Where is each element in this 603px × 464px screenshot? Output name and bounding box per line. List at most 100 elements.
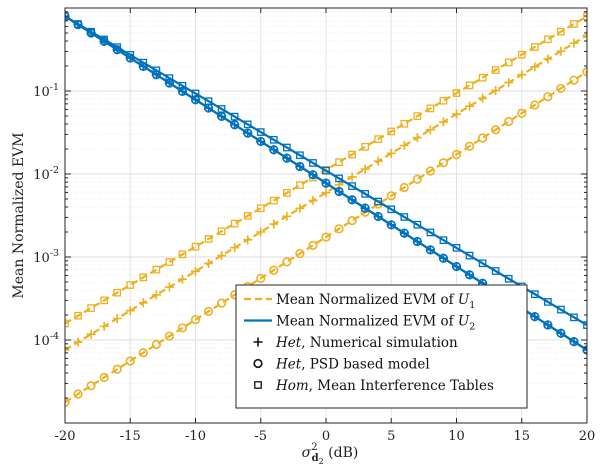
circle-marker: [438, 158, 449, 168]
square-marker: [374, 135, 383, 143]
square-marker: [570, 20, 578, 28]
square-marker: [65, 319, 69, 328]
square-marker: [254, 381, 262, 389]
plus-marker: [112, 314, 122, 324]
plus-marker: [321, 188, 331, 198]
circle-marker: [256, 136, 266, 147]
x-tick-label: 0: [322, 429, 330, 444]
plus-marker: [86, 329, 96, 339]
circle-marker: [347, 195, 357, 205]
circle-marker: [517, 108, 527, 118]
legend-entry: Het, PSD based model: [253, 357, 430, 373]
square-marker: [100, 296, 108, 305]
square-marker: [178, 250, 187, 259]
plus-marker: [452, 109, 461, 119]
square-marker: [452, 89, 461, 97]
square-marker: [374, 197, 383, 206]
circle-marker: [125, 53, 135, 63]
square-marker: [139, 273, 148, 282]
square-marker: [387, 205, 396, 214]
circle-marker: [386, 191, 396, 201]
circle-marker: [177, 86, 188, 96]
square-marker: [165, 258, 174, 266]
legend-label: Het, Numerical simulation: [275, 335, 458, 351]
circle-marker: [569, 337, 579, 347]
square-marker: [256, 128, 265, 136]
plus-marker: [191, 266, 200, 276]
square-marker: [282, 189, 291, 197]
plus-marker: [256, 227, 266, 237]
plus-marker: [99, 321, 109, 331]
x-tick-label: -15: [120, 429, 141, 444]
circle-marker: [451, 261, 462, 272]
square-marker: [348, 182, 356, 190]
plus-marker: [582, 30, 587, 40]
square-marker: [282, 143, 291, 152]
circle-marker: [438, 253, 449, 263]
plus-marker: [504, 78, 514, 88]
circle-marker: [256, 273, 266, 283]
square-marker: [296, 181, 304, 190]
series-line: [65, 70, 587, 404]
circle-marker: [504, 116, 514, 127]
circle-marker: [112, 45, 122, 55]
circle-marker: [412, 236, 422, 247]
x-tick-label: 5: [387, 429, 395, 444]
circle-marker: [86, 381, 96, 391]
series-line: [65, 34, 587, 351]
square-marker: [217, 227, 226, 236]
plus-marker: [73, 337, 83, 347]
circle-marker: [334, 224, 344, 234]
circle-marker: [543, 92, 553, 102]
plus-marker: [478, 93, 488, 103]
plus-marker: [204, 258, 214, 268]
square-marker: [530, 43, 539, 51]
square-marker: [517, 50, 526, 59]
circle-marker: [203, 103, 214, 113]
square-marker: [491, 267, 500, 275]
legend-label: Mean Normalized EVM of U2: [276, 314, 475, 333]
x-tick-label: -5: [254, 429, 267, 444]
square-marker: [400, 119, 409, 128]
circle-marker: [73, 389, 83, 399]
circle-marker: [125, 356, 135, 366]
circle-marker: [99, 36, 109, 46]
square-marker: [452, 244, 461, 252]
square-marker: [426, 228, 435, 237]
circle-marker: [203, 306, 214, 317]
square-marker: [74, 311, 82, 320]
legend-entry: Mean Normalized EVM of U2: [244, 314, 475, 333]
plus-marker: [164, 282, 174, 292]
square-marker: [309, 159, 317, 167]
circle-marker: [151, 70, 161, 80]
circle-marker: [464, 270, 475, 280]
plus-marker: [373, 156, 383, 166]
circle-marker: [151, 339, 161, 350]
x-tick-label: -10: [185, 429, 206, 444]
circle-marker: [217, 111, 227, 121]
square-marker: [544, 298, 552, 306]
circle-marker: [373, 211, 383, 222]
circle-marker: [190, 95, 201, 105]
series-line: [65, 15, 587, 327]
square-marker: [557, 305, 565, 314]
square-marker: [530, 290, 539, 299]
circle-marker: [112, 364, 122, 374]
square-marker: [504, 58, 513, 67]
square-marker: [126, 281, 135, 289]
series-U1-Het-PSD: [65, 67, 587, 407]
x-tick-label: 20: [579, 429, 596, 444]
circle-marker: [582, 67, 587, 77]
legend-label: Hom, Mean Interference Tables: [275, 378, 494, 394]
circle-marker: [464, 141, 475, 151]
square-marker: [361, 189, 370, 198]
plus-marker: [177, 274, 187, 284]
circle-marker: [543, 320, 553, 330]
square-marker: [269, 135, 278, 144]
square-marker: [400, 213, 409, 221]
legend-label: Het, PSD based model: [275, 357, 430, 373]
square-marker: [335, 158, 343, 167]
square-marker: [230, 219, 239, 228]
plus-marker: [360, 164, 370, 174]
